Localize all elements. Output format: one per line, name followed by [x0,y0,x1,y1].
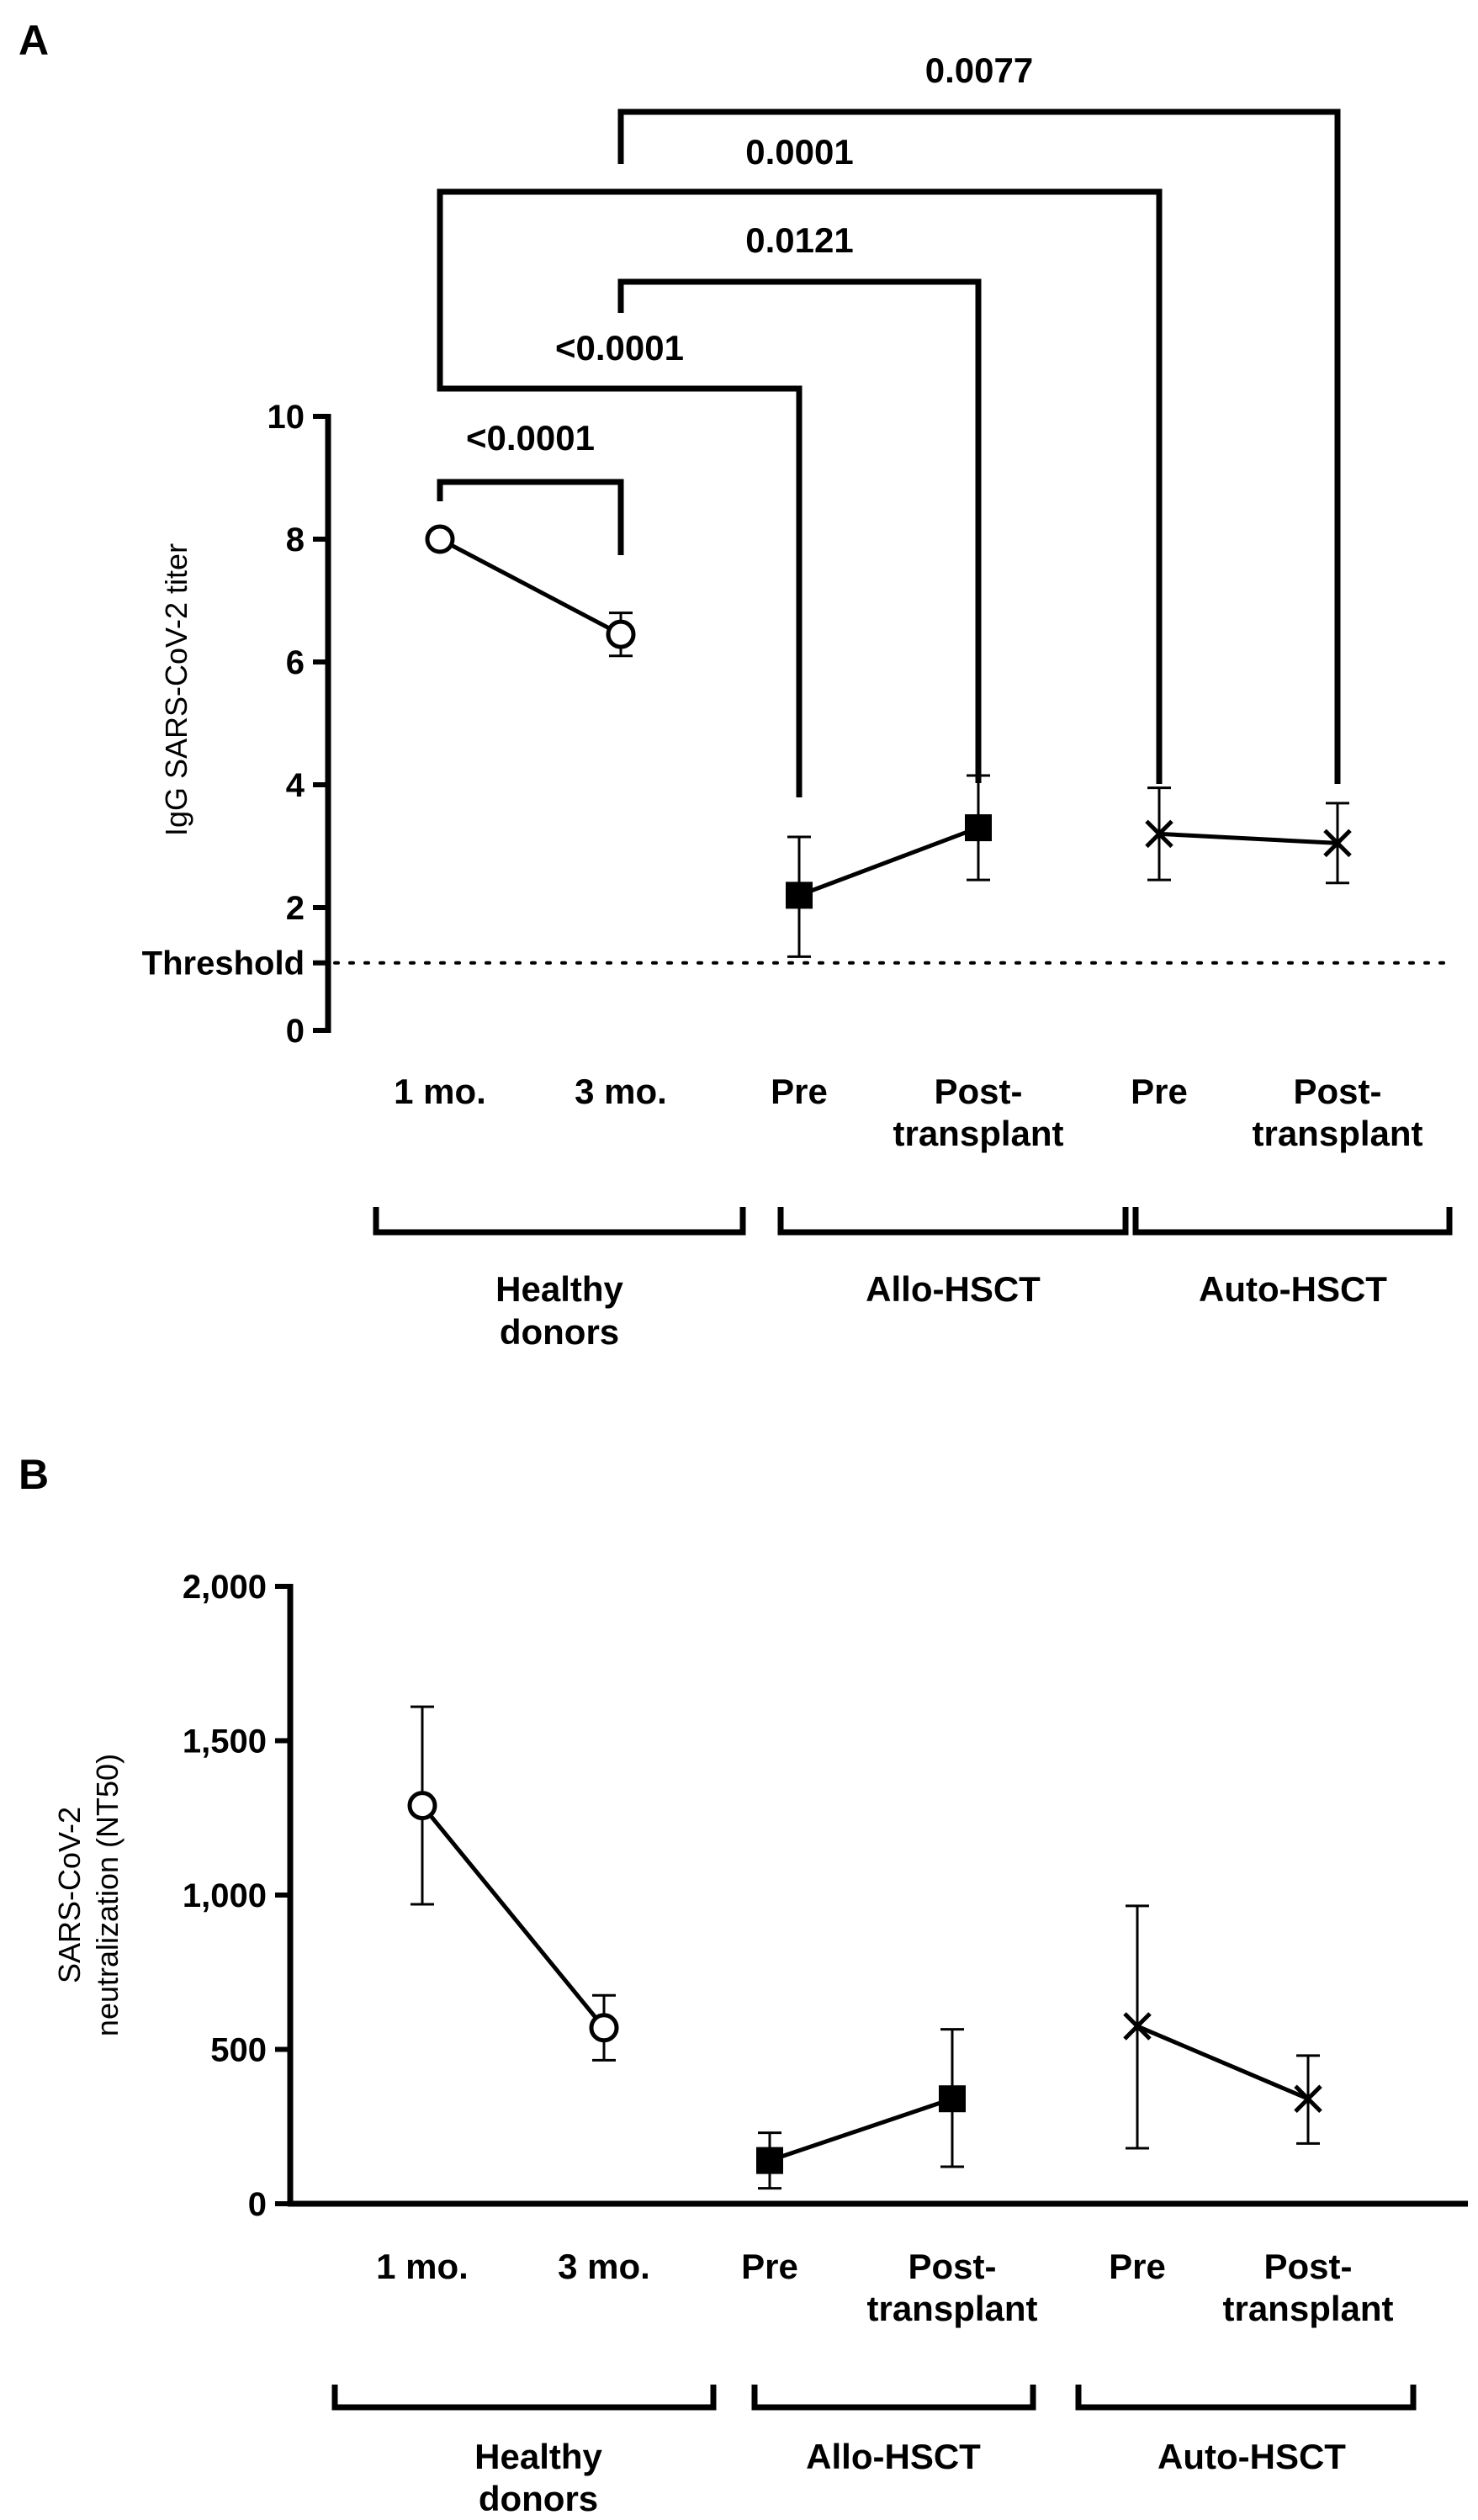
series-line [1158,831,1338,845]
group-bracket-healthy [373,1207,746,1236]
y-tick-label: 4 [286,767,305,804]
category-label-allo-pre: Pre [741,2247,798,2286]
data-point [1323,829,1352,858]
group-bracket-auto [1132,1207,1453,1236]
category-label-auto-pre: Pre [1109,2247,1166,2286]
y-tick-label: 2,000 [183,1569,267,1606]
data-point [939,2085,966,2113]
significance-bracket [617,109,1341,784]
significance-bracket [617,278,982,783]
significance-bracket [437,188,1163,784]
category-label-auto-post-2: transplant [1252,1114,1422,1153]
category-label-auto-pre: Pre [1131,1072,1188,1111]
group-label-healthy-1: Healthy [495,1269,623,1309]
series-line [798,825,979,897]
category-label-1mo: 1 mo. [394,1072,486,1111]
y-axis-label-1: SARS-CoV-2 [52,1807,87,1983]
category-label-allo-post-2: transplant [893,1114,1063,1153]
category-label-1mo: 1 mo. [376,2247,469,2286]
data-point [606,619,636,649]
panel-a-letter: A [19,17,49,64]
y-tick-label: 10 [268,399,305,436]
category-label-auto-post-1: Post- [1294,1072,1382,1111]
data-point [786,881,813,909]
p-value-label: 0.0077 [925,50,1033,90]
group-bracket-auto [1075,2385,1417,2411]
category-label-allo-post-2: transplant [866,2289,1037,2328]
category-label-allo-pre: Pre [771,1072,828,1111]
y-axis-label-2: neutralization (NT50) [90,1754,124,2036]
data-point-stroke [1294,2084,1322,2113]
significance-bracket [437,479,624,555]
group-bracket-allo [751,2385,1036,2411]
data-point-stroke [1145,819,1173,849]
group-label-auto: Auto-HSCT [1158,2437,1346,2476]
data-point [965,814,992,842]
data-point [589,2013,619,2043]
panel-b-group-brackets: Healthy donors Allo-HSCT Auto-HSCT [331,2385,1417,2518]
group-label-allo: Allo-HSCT [866,1269,1041,1309]
series-line [1136,2024,1309,2101]
group-label-healthy-2: donors [500,1312,619,1352]
panel-b: B 0 500 1,000 1,500 2,000 SARS-CoV-2 neutraliz… [19,1451,1468,2518]
significance-bracket [437,349,803,797]
y-tick-label: 8 [286,521,305,559]
data-point-stroke [1323,829,1352,858]
series-line [421,1803,606,2030]
data-point-stroke [1123,2012,1152,2041]
category-label-allo-post-1: Post- [909,2247,997,2286]
data-point [425,524,455,554]
y-tick-label: 2 [286,890,305,927]
significance-brackets: <0.0001 <0.0001 0.0121 0.0001 0.0077 [437,50,1341,797]
data-point [1145,819,1173,849]
group-bracket-healthy [331,2385,717,2411]
category-label-3mo: 3 mo. [575,1072,667,1111]
p-value-label: <0.0001 [466,418,595,458]
p-value-label: 0.0001 [745,132,853,172]
category-label-auto-post-2: transplant [1222,2289,1393,2328]
y-tick-label: 1,500 [183,1723,267,1760]
panel-b-axes: 0 500 1,000 1,500 2,000 SARS-CoV-2 neutralizat… [52,1569,1468,2223]
series-line [438,537,622,637]
threshold-label: Threshold [142,945,305,982]
group-label-healthy-2: donors [479,2479,598,2518]
y-tick-label: 0 [248,2186,267,2223]
y-tick-label: 6 [286,644,305,681]
p-value-label: 0.0121 [745,220,853,260]
data-point [756,2147,783,2174]
group-bracket-allo [777,1207,1129,1236]
y-tick-label: 500 [210,2032,267,2069]
panel-a-axes: 0 2 4 6 8 10 IgG SARS-CoV-2 titer Threshold [142,399,1450,1050]
data-point [407,1791,437,1821]
panel-a-data [425,524,1352,958]
category-label-3mo: 3 mo. [558,2247,650,2286]
group-label-auto: Auto-HSCT [1199,1269,1387,1309]
y-tick-label: 0 [286,1013,305,1050]
category-label-auto-post-1: Post- [1264,2247,1353,2286]
y-tick-label: 1,000 [183,1877,267,1914]
data-point [1123,2012,1152,2041]
panel-a: A 0 2 4 6 8 10 IgG SARS-CoV-2 titer Threshold <… [19,17,1453,1352]
group-label-allo: Allo-HSCT [806,2437,981,2476]
group-label-healthy-1: Healthy [474,2437,602,2476]
panel-b-letter: B [19,1451,49,1498]
panel-a-group-brackets: Healthy donors Allo-HSCT Auto-HSCT [373,1207,1453,1352]
y-axis-label: IgG SARS-CoV-2 titer [159,543,193,836]
panel-a-category-labels: 1 mo. 3 mo. Pre Post- transplant Pre Pos… [394,1072,1422,1153]
panel-b-category-labels: 1 mo. 3 mo. Pre Post- transplant Pre Pos… [376,2247,1393,2328]
p-value-label: <0.0001 [555,328,684,368]
data-point [1294,2084,1322,2113]
series-line [769,2096,953,2163]
panel-b-data [407,1705,1322,2190]
category-label-allo-post-1: Post- [935,1072,1023,1111]
